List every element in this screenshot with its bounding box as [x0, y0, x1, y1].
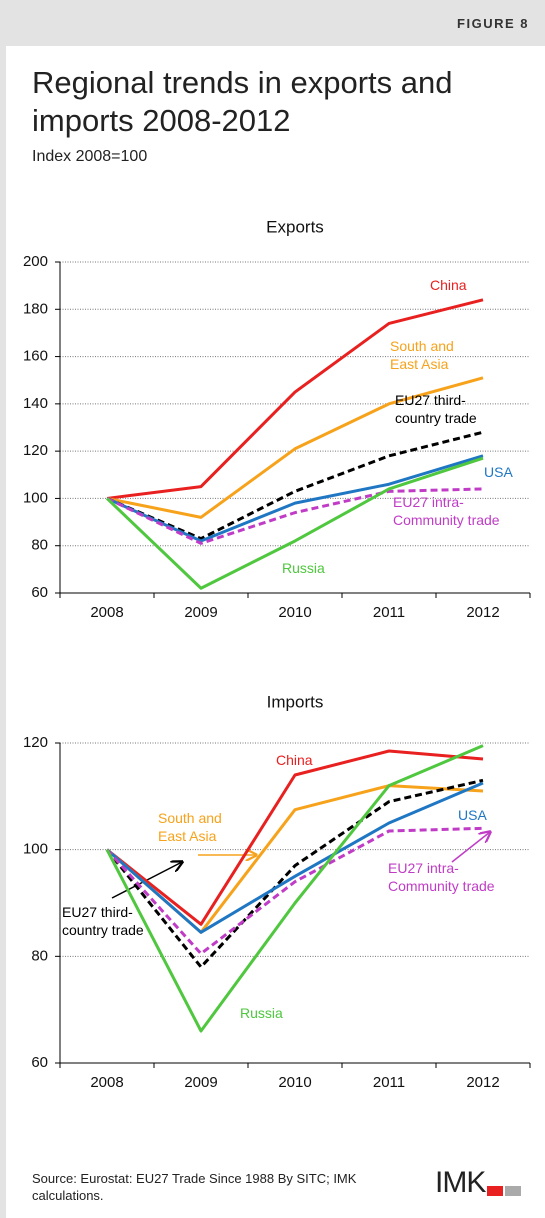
- x-tick-label: 2010: [278, 604, 311, 621]
- x-tick-label: 2010: [278, 1074, 311, 1091]
- y-tick-label: 60: [31, 584, 48, 601]
- series-label: EU27 third-country trade: [395, 392, 477, 426]
- chart-title: Imports: [267, 692, 324, 711]
- y-tick-label: 60: [31, 1054, 48, 1071]
- series-label: South and East Asia: [390, 338, 454, 372]
- y-tick-label: 80: [31, 537, 48, 554]
- series-label: Russia: [240, 1005, 283, 1021]
- series-label: China: [276, 752, 313, 768]
- source: Source: Eurostat: EU27 Trade Since 1988 …: [32, 1171, 357, 1203]
- side-bar: [0, 0, 6, 1218]
- series-label: USA: [484, 464, 513, 480]
- x-tick-label: 2008: [90, 1074, 123, 1091]
- series-label: South and East Asia: [158, 810, 222, 844]
- series-line: [106, 298, 484, 500]
- figure-label: FIGURE 8: [457, 16, 529, 31]
- series-label: EU27 intra-Community trade: [393, 494, 500, 528]
- series-label: Russia: [282, 560, 325, 576]
- y-tick-label: 100: [23, 841, 48, 858]
- logo-mark: [505, 1186, 521, 1196]
- series-line: [106, 781, 484, 934]
- x-tick-label: 2008: [90, 604, 123, 621]
- series-line: [105, 778, 484, 969]
- series-label: EU27 third-country trade: [62, 904, 144, 938]
- y-tick-label: 140: [23, 395, 48, 412]
- arrow: [451, 832, 490, 863]
- logo: IMK: [435, 1166, 486, 1199]
- series-line: [105, 826, 484, 956]
- header-bar: FIGURE 8: [6, 0, 545, 46]
- series-line: [106, 487, 484, 545]
- series-label: EU27 intra-Community trade: [388, 860, 495, 894]
- logo-mark: [487, 1186, 503, 1196]
- y-tick-label: 120: [23, 734, 48, 751]
- series-line: [106, 376, 484, 519]
- series-line: [105, 744, 484, 1033]
- subtitle: Index 2008=100: [32, 148, 148, 165]
- title: Regional trends in exports and imports 2…: [32, 65, 453, 138]
- x-tick-label: 2011: [373, 1074, 405, 1091]
- y-tick-label: 160: [23, 348, 48, 365]
- y-tick-label: 80: [31, 947, 48, 964]
- x-tick-label: 2009: [184, 604, 217, 621]
- series-label: USA: [458, 807, 487, 823]
- chart-title: Exports: [266, 217, 324, 236]
- series-line: [105, 456, 484, 590]
- y-tick-label: 100: [23, 489, 48, 506]
- y-tick-label: 120: [23, 442, 48, 459]
- y-tick-label: 180: [23, 300, 48, 317]
- series-line: [106, 749, 484, 926]
- x-tick-label: 2012: [466, 1074, 499, 1091]
- x-tick-label: 2012: [466, 604, 499, 621]
- x-tick-label: 2011: [373, 604, 405, 621]
- y-tick-label: 200: [23, 253, 48, 270]
- x-tick-label: 2009: [184, 1074, 217, 1091]
- series-label: China: [430, 277, 467, 293]
